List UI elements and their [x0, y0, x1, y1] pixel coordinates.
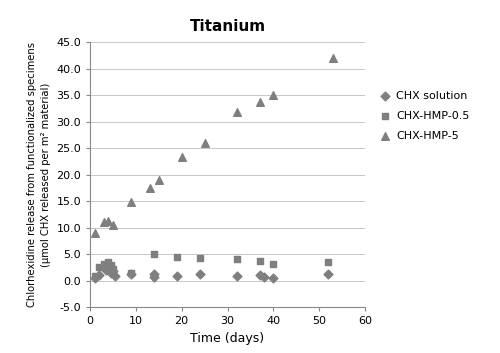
- CHX solution: [104, 263, 112, 269]
- CHX-HMP-0.5: [324, 259, 332, 265]
- CHX-HMP-5: [109, 222, 117, 228]
- CHX-HMP-0.5: [104, 259, 112, 265]
- CHX-HMP-0.5: [90, 274, 98, 279]
- CHX solution: [196, 271, 204, 277]
- CHX-HMP-5: [104, 219, 112, 224]
- CHX solution: [260, 274, 268, 280]
- CHX solution: [109, 268, 117, 274]
- CHX solution: [173, 274, 181, 279]
- CHX solution: [150, 271, 158, 277]
- CHX-HMP-0.5: [100, 261, 108, 267]
- Legend: CHX solution, CHX-HMP-0.5, CHX-HMP-5: CHX solution, CHX-HMP-0.5, CHX-HMP-5: [376, 88, 473, 144]
- CHX-HMP-5: [155, 177, 163, 183]
- CHX solution: [90, 275, 98, 281]
- CHX-HMP-5: [270, 92, 278, 98]
- CHX solution: [256, 273, 264, 278]
- CHX-HMP-5: [90, 230, 98, 236]
- CHX-HMP-5: [178, 154, 186, 160]
- CHX solution: [324, 271, 332, 277]
- CHX-HMP-0.5: [150, 251, 158, 257]
- Y-axis label: Chlorhexidine release from functionalized specimens
(μmol CHX released per m² ma: Chlorhexidine release from functionalize…: [28, 42, 50, 307]
- CHX-HMP-5: [146, 185, 154, 191]
- CHX-HMP-0.5: [109, 266, 117, 272]
- CHX solution: [127, 271, 135, 277]
- CHX-HMP-5: [127, 199, 135, 205]
- CHX-HMP-0.5: [127, 270, 135, 275]
- CHX solution: [150, 274, 158, 280]
- X-axis label: Time (days): Time (days): [190, 332, 264, 345]
- CHX-HMP-0.5: [270, 261, 278, 267]
- CHX-HMP-0.5: [196, 256, 204, 261]
- CHX solution: [102, 267, 110, 273]
- CHX-HMP-5: [256, 99, 264, 104]
- CHX-HMP-0.5: [173, 254, 181, 260]
- CHX-HMP-0.5: [95, 265, 103, 270]
- CHX-HMP-0.5: [232, 257, 240, 262]
- CHX-HMP-5: [329, 55, 337, 61]
- CHX-HMP-0.5: [106, 262, 114, 268]
- CHX solution: [100, 265, 108, 270]
- Title: Titanium: Titanium: [190, 19, 266, 34]
- CHX-HMP-5: [100, 220, 108, 225]
- CHX solution: [270, 275, 278, 281]
- CHX solution: [95, 273, 103, 278]
- CHX-HMP-0.5: [256, 258, 264, 263]
- CHX solution: [106, 270, 114, 275]
- CHX-HMP-5: [232, 109, 240, 115]
- CHX solution: [232, 274, 240, 279]
- CHX solution: [111, 274, 119, 279]
- CHX-HMP-5: [200, 140, 208, 146]
